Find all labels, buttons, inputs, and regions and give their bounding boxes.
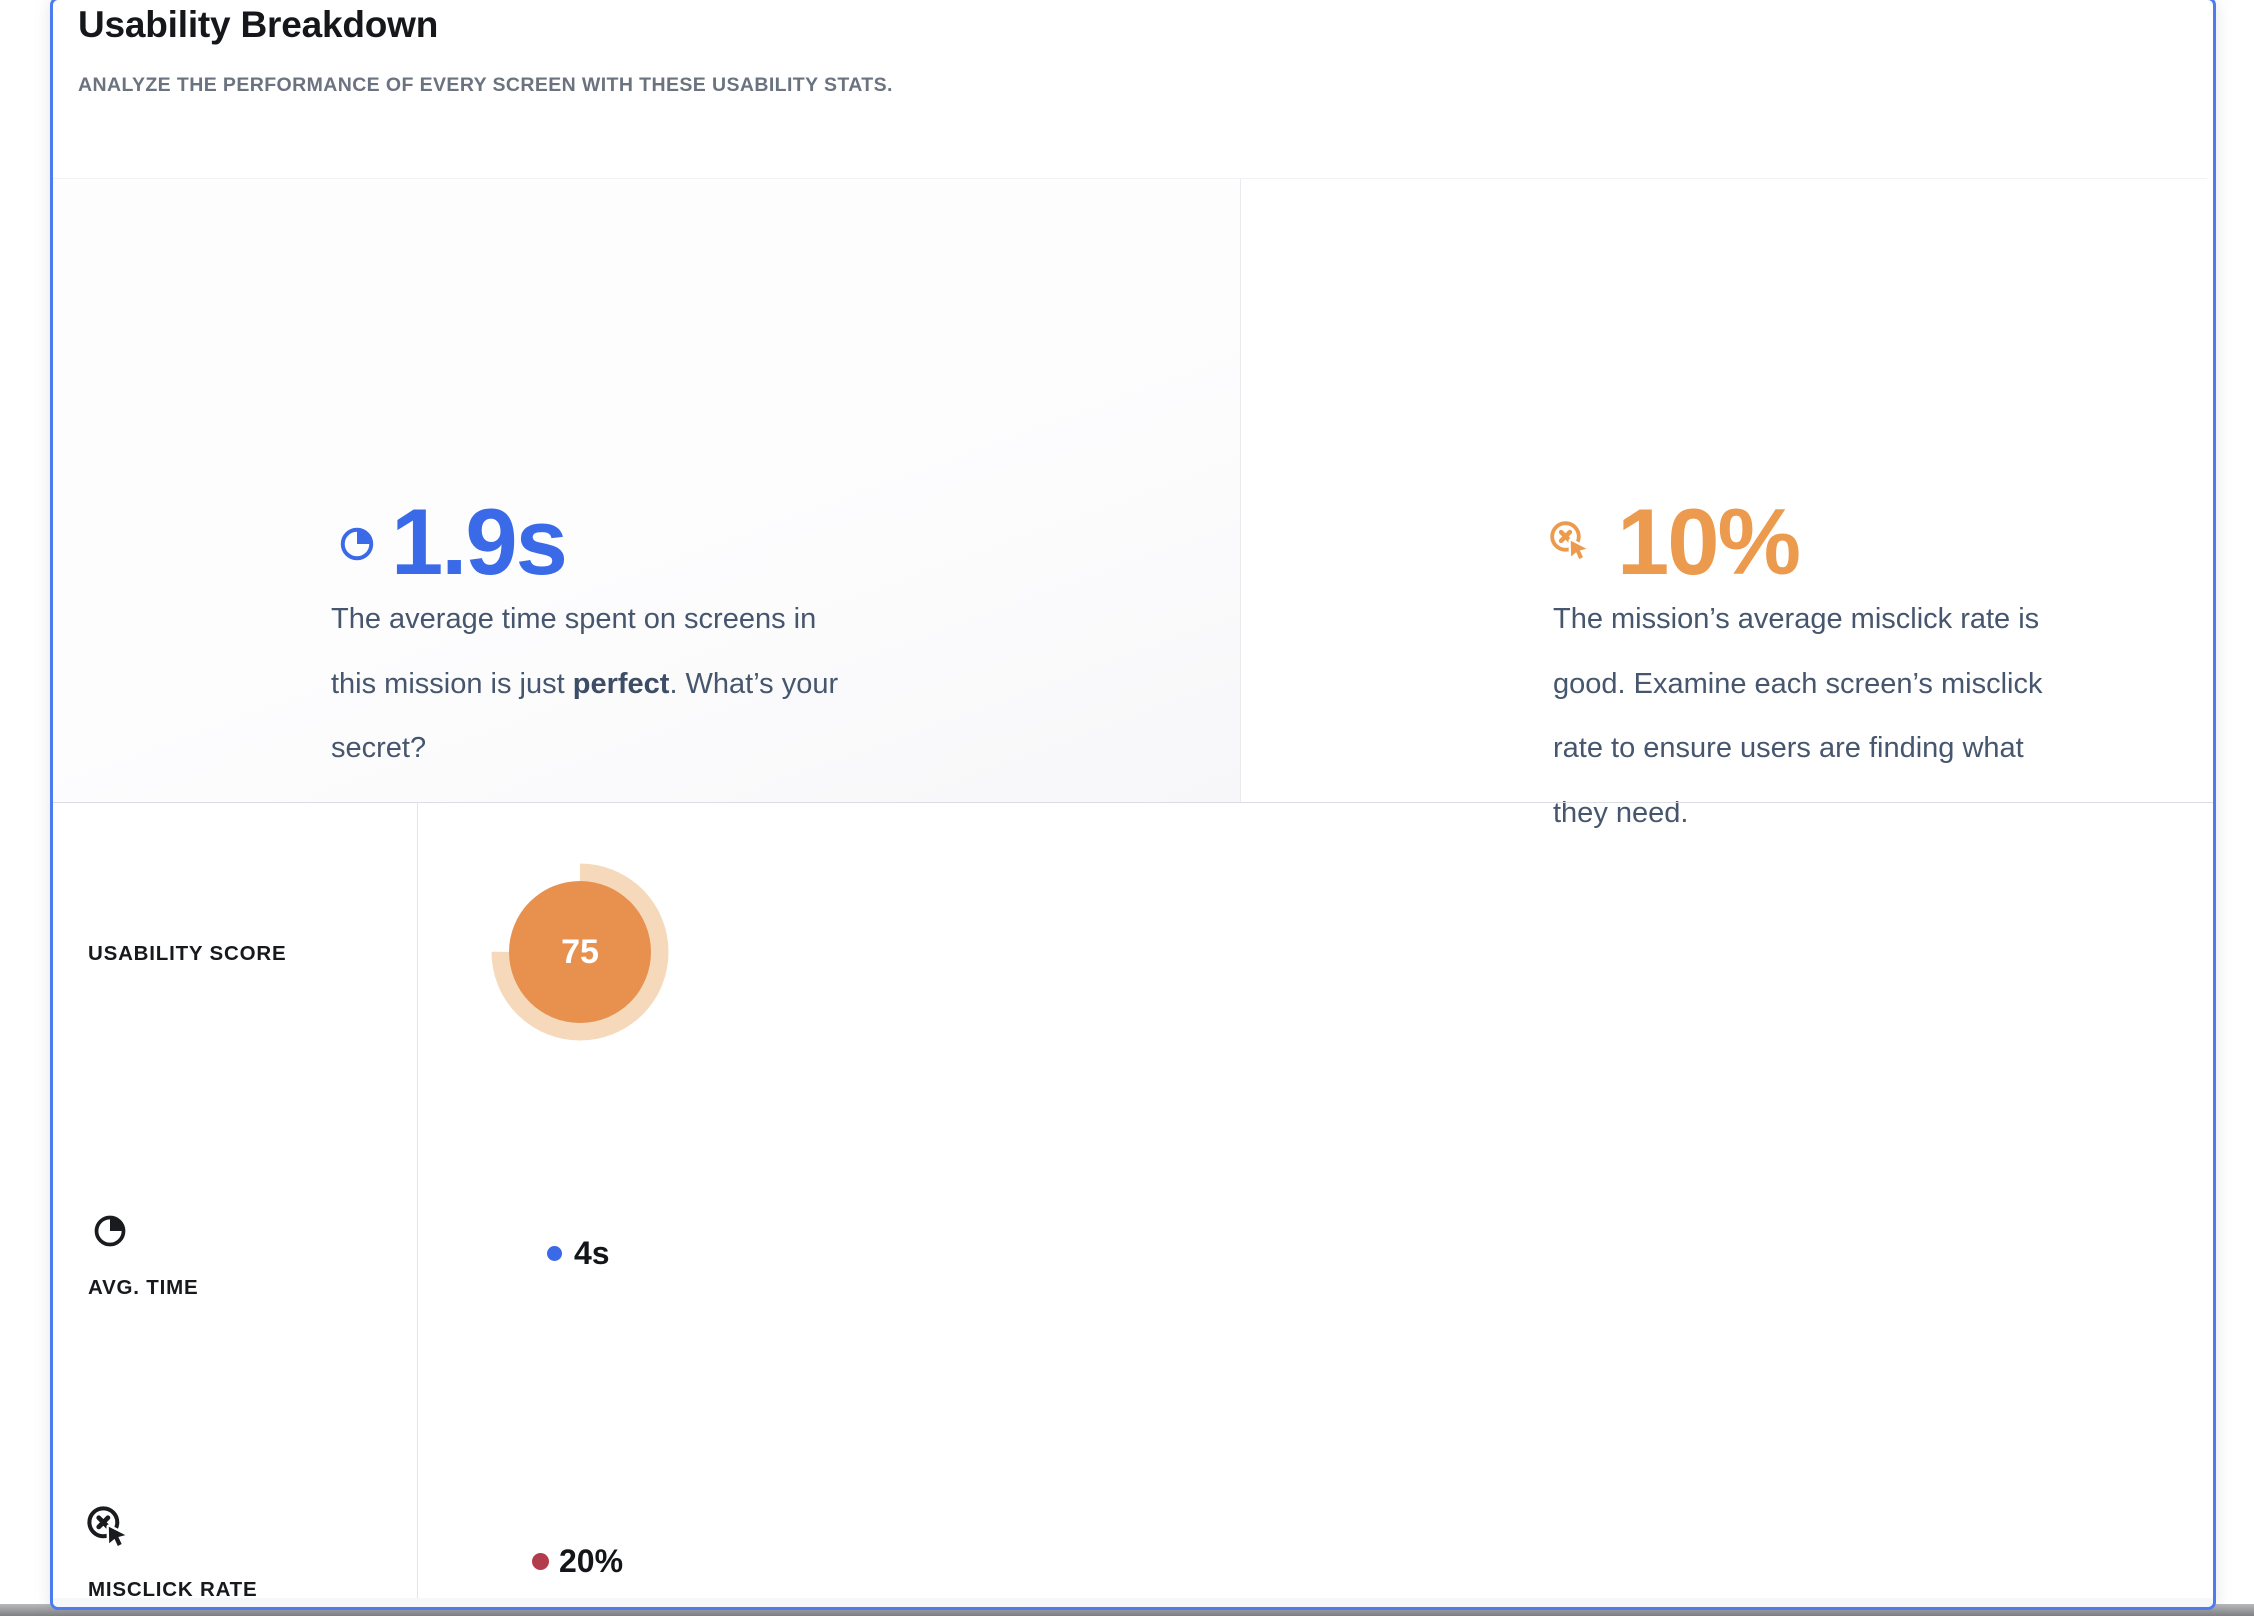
panel-bottom-fade	[53, 1598, 2213, 1607]
avg-time-description: The average time spent on screens in thi…	[331, 603, 839, 764]
usability-score-value: 75	[561, 933, 599, 971]
avg-time-value: 1.9s	[391, 489, 568, 594]
widget-content: Usability Breakdown ANALYZE THE PERFORMA…	[53, 0, 2213, 1607]
avg-time-row-label: AVG. TIME	[88, 1276, 199, 1299]
misclick-rate-row-value: 20%	[559, 1543, 624, 1579]
misclick-rate-row-label: MISCLICK RATE	[88, 1578, 258, 1601]
table-top-border	[53, 802, 2213, 803]
misclick-rate-value: 10%	[1617, 489, 1801, 594]
table-column-divider	[417, 803, 418, 1607]
misclick-cursor-icon	[1548, 519, 1590, 561]
gauge-progress-arc	[491, 863, 669, 1041]
stat-cards-section: 1.9s The average time spent on screens i…	[53, 178, 2207, 829]
avg-time-dot	[547, 1246, 562, 1261]
misclick-rate-card	[1241, 179, 2207, 803]
page-title: Usability Breakdown	[78, 4, 439, 45]
misclick-rate-description: The mission’s average misclick rate is g…	[1553, 603, 2043, 829]
misclick-cursor-icon	[85, 1504, 129, 1548]
card-divider	[1240, 179, 1241, 803]
usability-breakdown-widget[interactable]: Usability Breakdown ANALYZE THE PERFORMA…	[50, 0, 2216, 1610]
avg-time-card	[53, 179, 1240, 803]
pie-clock-icon	[338, 525, 376, 563]
pie-clock-icon	[92, 1213, 128, 1249]
page-subtitle: ANALYZE THE PERFORMANCE OF EVERY SCREEN …	[78, 74, 893, 96]
gauge-inner-circle	[509, 881, 651, 1023]
usability-score-label: USABILITY SCORE	[88, 942, 287, 965]
misclick-rate-dot	[532, 1553, 549, 1570]
avg-time-row-value: 4s	[574, 1235, 610, 1271]
usability-score-gauge: 75	[491, 863, 669, 1041]
